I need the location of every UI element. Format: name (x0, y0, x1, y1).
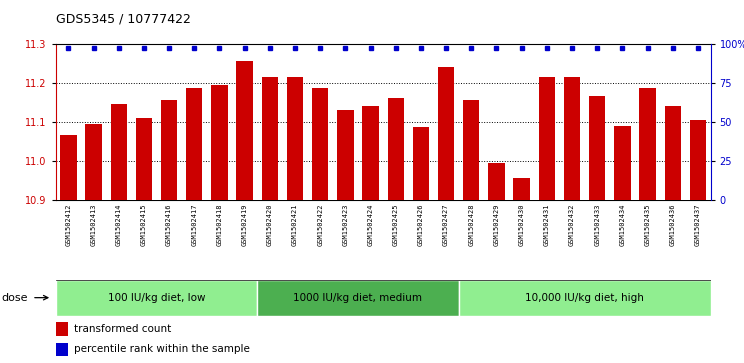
Bar (459, 280, 711, 316)
Bar (664, 106, 681, 200)
Text: GSM1502430: GSM1502430 (519, 204, 525, 246)
Text: GDS5345 / 10777422: GDS5345 / 10777422 (56, 12, 190, 25)
Text: GSM1502428: GSM1502428 (468, 204, 474, 246)
Text: 10,000 IU/kg diet, high: 10,000 IU/kg diet, high (525, 293, 644, 303)
Text: 1000 IU/kg diet, medium: 1000 IU/kg diet, medium (293, 293, 423, 303)
Bar (56, 280, 257, 316)
Text: GSM1502414: GSM1502414 (116, 204, 122, 246)
Text: GSM1502424: GSM1502424 (368, 204, 373, 246)
Bar (362, 106, 379, 200)
Text: GSM1502437: GSM1502437 (695, 204, 701, 246)
Text: GSM1502435: GSM1502435 (644, 204, 650, 246)
Bar (237, 61, 253, 200)
Text: percentile rank within the sample: percentile rank within the sample (74, 344, 250, 354)
Bar (56, 343, 68, 356)
Text: GSM1502418: GSM1502418 (217, 204, 222, 246)
Bar (56, 322, 68, 336)
Text: GSM1502417: GSM1502417 (191, 204, 197, 246)
Bar (262, 77, 278, 200)
Text: GSM1502434: GSM1502434 (620, 204, 626, 246)
Text: GSM1502427: GSM1502427 (443, 204, 449, 246)
Bar (463, 100, 479, 200)
Text: GSM1502422: GSM1502422 (317, 204, 323, 246)
Bar (312, 89, 328, 200)
Text: GSM1502426: GSM1502426 (418, 204, 424, 246)
Text: GSM1502412: GSM1502412 (65, 204, 71, 246)
Text: GSM1502432: GSM1502432 (569, 204, 575, 246)
Text: GSM1502419: GSM1502419 (242, 204, 248, 246)
Text: GSM1502436: GSM1502436 (670, 204, 676, 246)
Bar (211, 85, 228, 200)
Text: 100 IU/kg diet, low: 100 IU/kg diet, low (108, 293, 205, 303)
Bar (135, 118, 152, 200)
Bar (564, 77, 580, 200)
Text: GSM1502429: GSM1502429 (493, 204, 499, 246)
Text: GSM1502425: GSM1502425 (393, 204, 399, 246)
Bar (639, 89, 655, 200)
Text: GSM1502423: GSM1502423 (342, 204, 348, 246)
Text: GSM1502433: GSM1502433 (594, 204, 600, 246)
Text: GSM1502420: GSM1502420 (267, 204, 273, 246)
Bar (161, 100, 177, 200)
Bar (513, 178, 530, 200)
Bar (60, 135, 77, 200)
Bar (690, 120, 706, 200)
Bar (337, 110, 353, 200)
Text: GSM1502431: GSM1502431 (544, 204, 550, 246)
Text: GSM1502415: GSM1502415 (141, 204, 147, 246)
Bar (615, 126, 631, 200)
Bar (438, 67, 455, 200)
Bar (539, 77, 555, 200)
Bar (287, 77, 304, 200)
Text: dose: dose (1, 293, 28, 303)
Bar (589, 96, 606, 200)
Bar (257, 280, 459, 316)
Bar (86, 123, 102, 200)
Bar (186, 89, 202, 200)
Bar (388, 98, 404, 200)
Text: GSM1502421: GSM1502421 (292, 204, 298, 246)
Text: GSM1502413: GSM1502413 (91, 204, 97, 246)
Bar (111, 104, 127, 200)
Bar (413, 127, 429, 200)
Text: GSM1502416: GSM1502416 (166, 204, 172, 246)
Bar (488, 163, 504, 200)
Text: transformed count: transformed count (74, 324, 171, 334)
